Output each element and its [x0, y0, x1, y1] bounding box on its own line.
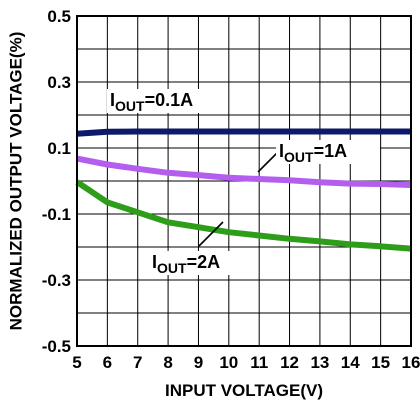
x-tick-label: 10 — [219, 353, 238, 372]
series-lines — [75, 128, 412, 252]
x-tick-label: 13 — [310, 353, 329, 372]
annotation-background — [107, 89, 211, 113]
x-tick-label: 15 — [371, 353, 390, 372]
y-tick-label: 0.1 — [47, 139, 71, 158]
y-tick-label: -0.1 — [42, 205, 71, 224]
y-axis-title: NORMALIZED OUTPUT VOLTAGE(%) — [7, 32, 26, 331]
x-tick-label: 12 — [280, 353, 299, 372]
y-tick-label: 0.3 — [47, 73, 71, 92]
x-tick-label: 11 — [250, 353, 268, 372]
x-axis-title: INPUT VOLTAGE(V) — [165, 381, 323, 400]
x-tick-label: 9 — [194, 353, 203, 372]
annotation-background — [149, 251, 253, 275]
series-annotations: IOUT=0.1A IOUT=1A IOUT=2A — [107, 89, 380, 276]
x-tick-labels: 5 6 7 8 9 10 11 12 13 14 15 16 — [72, 353, 420, 372]
annotation-background — [276, 140, 380, 164]
plot-frame — [76, 15, 412, 347]
series-annotation: IOUT=0.1A — [110, 90, 193, 114]
x-tick-label: 5 — [72, 353, 81, 372]
x-tick-label: 7 — [133, 353, 142, 372]
y-tick-label: -0.5 — [42, 337, 71, 356]
annotation-leader — [198, 221, 224, 247]
x-tick-label: 16 — [402, 353, 420, 372]
x-tick-label: 8 — [163, 353, 172, 372]
y-tick-labels: -0.5 -0.3 -0.1 0.1 0.3 0.5 — [42, 7, 71, 356]
series-annotation: IOUT=2A — [152, 252, 220, 276]
series-line — [75, 179, 412, 252]
y-tick-label: -0.3 — [42, 271, 71, 290]
series-line — [76, 128, 411, 137]
y-tick-label: 0.5 — [47, 7, 71, 26]
x-tick-label: 6 — [103, 353, 112, 372]
series-line — [76, 155, 412, 188]
series-annotation: IOUT=1A — [279, 141, 347, 165]
x-tick-label: 14 — [341, 353, 360, 372]
